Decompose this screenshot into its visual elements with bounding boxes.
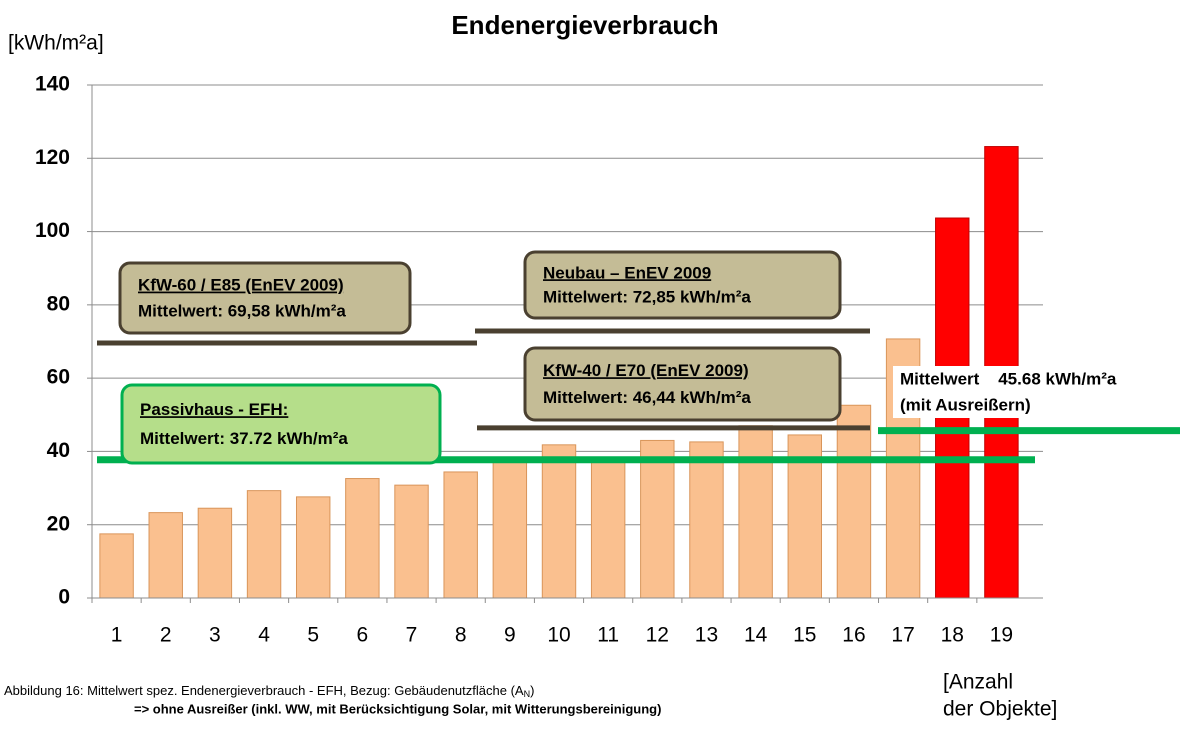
y-tick-label: 0	[58, 586, 70, 609]
annotation-box	[523, 346, 842, 422]
x-tick-label: 10	[547, 624, 570, 647]
y-tick-label: 100	[35, 219, 70, 242]
bar	[590, 461, 626, 599]
x-tick-label: 19	[990, 624, 1013, 647]
x-tick-label: 7	[406, 624, 418, 647]
y-tick-label: 40	[47, 439, 70, 462]
annotation-label: (mit Ausreißern)	[900, 395, 1031, 414]
bar	[443, 471, 478, 599]
bar	[99, 533, 134, 599]
x-tick-label: 1	[111, 624, 123, 647]
bar	[148, 512, 183, 599]
x-tick-label: 9	[504, 624, 516, 647]
x-tick-label: 2	[160, 624, 172, 647]
bar	[738, 425, 773, 599]
bar	[836, 404, 872, 599]
caption: => ohne Ausreißer (inkl. WW, mit Berücks…	[134, 701, 661, 716]
caption: Abbildung 16: Mittelwert spez. Endenergi…	[4, 683, 534, 699]
x-axis-label: [Anzahl	[943, 671, 1013, 694]
y-tick-label: 120	[35, 146, 70, 169]
annotation-title: Neubau – EnEV 2009	[543, 263, 711, 282]
y-tick-label: 60	[47, 366, 70, 389]
annotation-box	[523, 250, 842, 320]
x-tick-label: 3	[209, 624, 221, 647]
bar	[345, 478, 380, 599]
annotation-label: Mittelwert: 46,44 kWh/m²a	[543, 388, 751, 407]
bar	[689, 441, 724, 599]
chart-title: Endenergieverbrauch	[451, 10, 718, 40]
y-tick-label: 80	[47, 292, 70, 315]
x-tick-label: 5	[307, 624, 319, 647]
x-tick-label: 18	[941, 624, 964, 647]
annotation-label: Mittelwert: 72,85 kWh/m²a	[543, 288, 751, 307]
bar	[640, 439, 675, 599]
annotation-title: Passivhaus - EFH:	[140, 400, 288, 419]
annotation-bg	[893, 366, 1183, 418]
x-tick-label: 16	[842, 624, 865, 647]
x-tick-label: 15	[793, 624, 816, 647]
y-axis-label: [kWh/m²a]	[8, 32, 104, 55]
x-tick-label: 4	[258, 624, 270, 647]
x-tick-label: 13	[695, 624, 718, 647]
bar	[197, 507, 233, 599]
x-tick-label: 6	[357, 624, 369, 647]
bar	[492, 458, 528, 599]
bar	[246, 490, 282, 599]
bar	[394, 484, 429, 599]
x-tick-label: 11	[597, 624, 619, 647]
annotation-box	[118, 261, 412, 335]
x-tick-label: 14	[744, 624, 768, 647]
annotation-title: KfW-40 / E70 (EnEV 2009)	[543, 361, 749, 380]
annotation-title: KfW-60 / E85 (EnEV 2009)	[138, 276, 344, 295]
annotation-box	[120, 383, 442, 465]
annotation-label: Mittelwert: 37.72 kWh/m²a	[140, 429, 348, 448]
y-tick-label: 20	[47, 512, 70, 535]
y-tick-label: 140	[35, 73, 70, 96]
x-tick-label: 8	[455, 624, 467, 647]
annotation-title: Mittelwert 45.68 kWh/m²a	[900, 369, 1117, 388]
x-tick-label: 12	[646, 624, 669, 647]
annotation-label: Mittelwert: 69,58 kWh/m²a	[138, 301, 346, 320]
x-axis-label: der Objekte]	[943, 698, 1057, 721]
x-tick-label: 17	[891, 624, 914, 647]
bar	[541, 444, 577, 599]
bar	[295, 496, 331, 599]
